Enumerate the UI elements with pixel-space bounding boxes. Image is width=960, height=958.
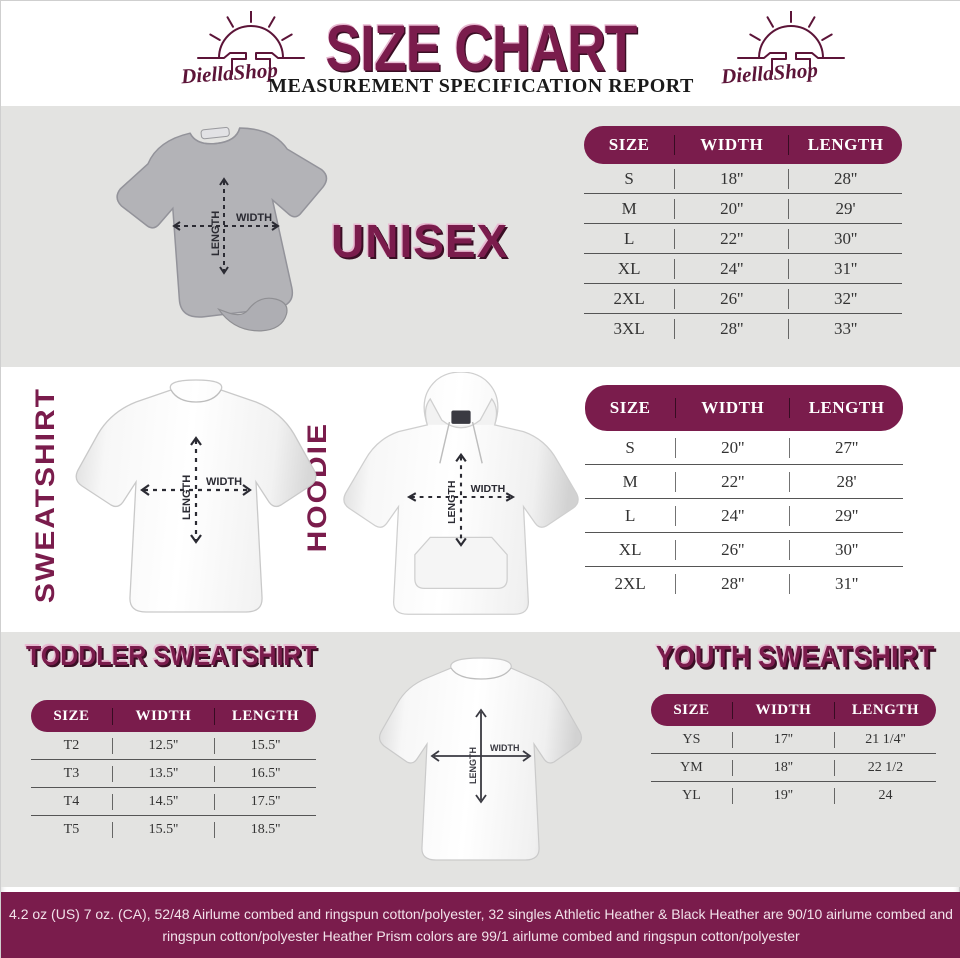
svg-text:LENGTH: LENGTH — [468, 747, 478, 784]
svg-text:WIDTH: WIDTH — [236, 212, 272, 224]
svg-text:WIDTH: WIDTH — [490, 743, 520, 753]
svg-text:LENGTH: LENGTH — [181, 475, 193, 520]
svg-text:WIDTH: WIDTH — [471, 483, 506, 495]
svg-text:LENGTH: LENGTH — [210, 211, 222, 256]
svg-text:WIDTH: WIDTH — [206, 476, 242, 488]
svg-text:LENGTH: LENGTH — [446, 481, 458, 524]
